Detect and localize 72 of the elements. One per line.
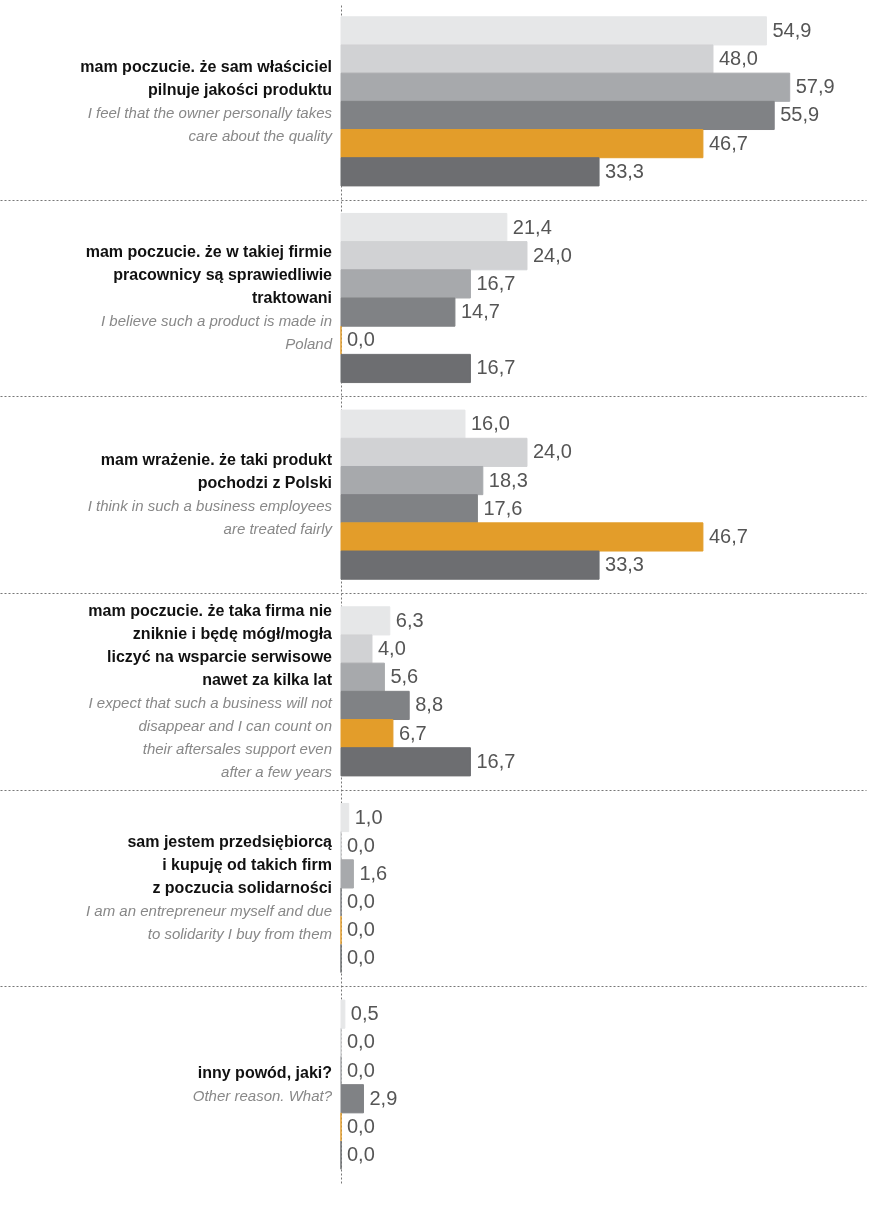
bar xyxy=(340,437,528,467)
bar xyxy=(340,16,767,46)
data-label: 0,0 xyxy=(347,1030,375,1053)
data-label: 21,4 xyxy=(512,215,552,238)
bar xyxy=(340,719,394,749)
data-label: 0,0 xyxy=(347,890,375,913)
text: I think in such a business employees are treated fairly xyxy=(87,497,334,538)
data-label: 8,8 xyxy=(415,693,444,716)
text: Other reason. What? xyxy=(192,1087,333,1105)
bar xyxy=(340,690,410,721)
y-tick-label: mam poczucie. że sam właściciel pilnuje jakości produktu xyxy=(80,57,332,98)
data-label: 18,3 xyxy=(488,468,528,491)
bar xyxy=(340,522,704,552)
bar xyxy=(340,409,466,439)
data-label: 46,7 xyxy=(708,131,748,154)
data-label: 16,7 xyxy=(476,271,516,294)
y-tick-label: mam wrażenie. że taki produkt pochodzi z Polski xyxy=(100,451,333,492)
data-label: 16,7 xyxy=(476,356,516,379)
text: I expect that such a business will not disappear and I can count on their aftersales support even after a few years xyxy=(88,693,333,780)
data-label: 6,3 xyxy=(395,608,424,631)
data-label: 33,3 xyxy=(605,553,645,576)
bar xyxy=(340,999,346,1029)
data-label: 0,5 xyxy=(350,1002,379,1025)
bar xyxy=(340,44,714,74)
bar xyxy=(340,802,350,833)
data-label: 5,6 xyxy=(390,665,419,688)
bar xyxy=(340,100,775,131)
y-tick-label: mam poczucie. że taka firma nie zniknie i będę mógł/mogła liczyć na wsparcie serwisowe nawet za kilka lat xyxy=(88,601,333,688)
bar xyxy=(340,606,391,636)
bar xyxy=(340,634,373,664)
data-label: 55,9 xyxy=(780,103,820,126)
bar xyxy=(340,465,484,496)
data-label: 0,0 xyxy=(347,1114,375,1137)
bar xyxy=(340,129,704,159)
data-label: 57,9 xyxy=(795,75,835,98)
data-label: 33,3 xyxy=(605,159,645,182)
bar xyxy=(340,241,528,271)
data-label: 46,7 xyxy=(708,524,748,547)
bar xyxy=(340,494,478,524)
data-label: 17,6 xyxy=(483,496,523,519)
text: I believe such a product is made in Poland xyxy=(101,312,333,352)
data-label: 0,0 xyxy=(347,946,375,969)
data-label: 0,0 xyxy=(347,1143,375,1166)
bar xyxy=(340,1084,364,1114)
data-label: 16,0 xyxy=(471,412,510,435)
data-label: 0,0 xyxy=(347,328,375,351)
data-label: 16,7 xyxy=(476,749,516,772)
data-label: 24,0 xyxy=(533,243,572,266)
y-tick-label: sam jestem przedsiębiorcą i kupuję od takich firm z poczucia solidarności xyxy=(127,833,333,896)
data-label: 54,9 xyxy=(772,18,812,41)
y-tick-label: inny powód, jaki? xyxy=(197,1064,332,1082)
data-label: 4,0 xyxy=(378,637,406,660)
bar xyxy=(340,269,471,299)
bar xyxy=(340,550,600,580)
text: I am an entrepreneur myself and due to solidarity I buy from them xyxy=(86,902,332,942)
data-label: 48,0 xyxy=(718,47,758,70)
data-label: 1,0 xyxy=(354,805,383,828)
text: I feel that the owner personally takes care about the quality xyxy=(87,103,334,144)
data-label: 6,7 xyxy=(398,721,427,744)
data-label: 0,0 xyxy=(347,1058,375,1081)
data-label: 0,0 xyxy=(347,833,375,856)
data-label: 24,0 xyxy=(533,440,572,463)
y-tick-label: mam poczucie. że w takiej firmie pracownicy są sprawiedliwie traktowani xyxy=(85,243,333,306)
bar xyxy=(340,662,385,692)
data-label: 14,7 xyxy=(460,300,500,323)
bar xyxy=(340,72,791,102)
data-label: 0,0 xyxy=(347,918,375,941)
data-label: 2,9 xyxy=(369,1086,398,1109)
bar xyxy=(340,859,354,889)
bar xyxy=(340,212,508,243)
data-label: 1,6 xyxy=(359,861,388,884)
bar xyxy=(340,297,456,327)
